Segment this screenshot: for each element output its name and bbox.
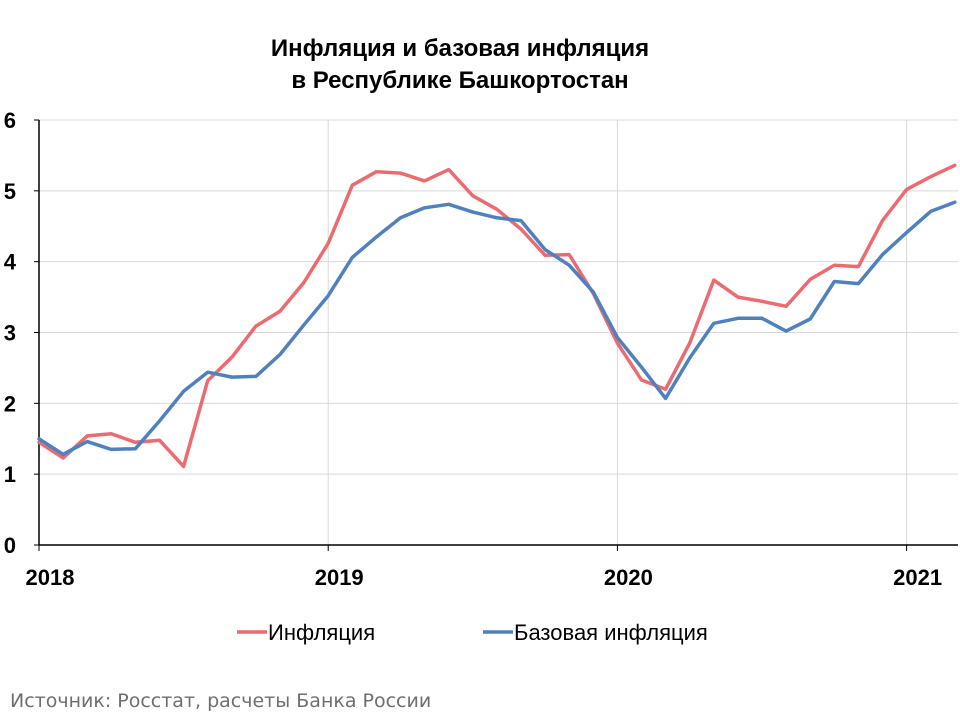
chart-title-line: Инфляция и базовая инфляция (271, 35, 649, 62)
x-tick-label: 2020 (604, 565, 653, 590)
chart-title-line: в Республике Башкортостан (291, 67, 628, 94)
y-tick-label: 1 (4, 462, 16, 487)
series-line-inflation (37, 163, 957, 469)
y-tick-labels: 0 1 2 3 4 5 6 (4, 108, 17, 558)
y-tick-label: 3 (4, 321, 16, 346)
series-lines (37, 163, 957, 469)
x-tick-label: 2019 (315, 565, 364, 590)
axes (34, 119, 958, 551)
source-note: Источник: Росстат, расчеты Банка России (10, 690, 432, 712)
series-line-core-inflation (37, 200, 957, 457)
gridlines (39, 119, 958, 545)
chart-title: Инфляция и базовая инфляция в Республике … (271, 35, 649, 94)
y-tick-label: 2 (4, 391, 16, 416)
y-tick-label: 0 (4, 533, 16, 558)
x-tick-label: 2018 (26, 565, 75, 590)
x-tick-label: 2021 (893, 565, 942, 590)
legend: Инфляция Базовая инфляция (237, 620, 708, 645)
y-tick-label: 4 (4, 250, 17, 275)
x-tick-labels: 2018 2019 2020 2021 (26, 565, 943, 590)
y-tick-label: 5 (4, 179, 16, 204)
legend-label: Базовая инфляция (514, 620, 708, 645)
y-tick-label: 6 (4, 108, 16, 133)
legend-label: Инфляция (268, 620, 375, 645)
